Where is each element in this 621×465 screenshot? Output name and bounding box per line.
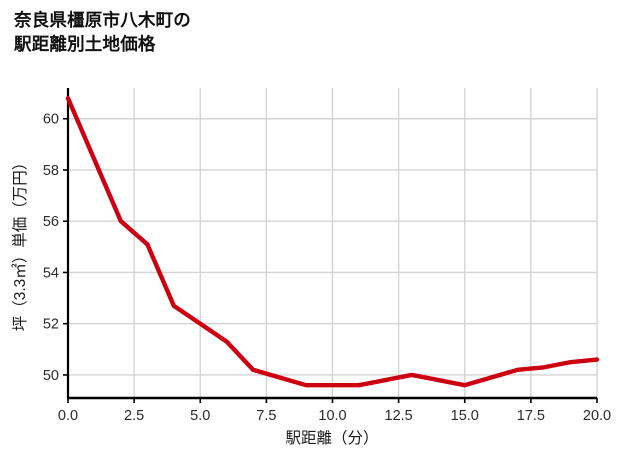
x-tick-label: 0.0 [58, 408, 78, 424]
y-axis-title: 坪（3.3㎡）単価（万円） [11, 155, 29, 332]
x-tick-label: 15.0 [451, 408, 479, 424]
y-tick-label: 60 [43, 112, 59, 128]
x-tick-labels: 0.0 2.5 5.0 7.5 10.0 12.5 15.0 17.5 20.0 [58, 408, 611, 424]
y-tick-label: 58 [43, 163, 59, 179]
x-tick-label: 2.5 [124, 408, 144, 424]
x-tick-label: 12.5 [385, 408, 413, 424]
y-tick-labels: 50 52 54 56 58 60 [43, 112, 59, 384]
y-tick-label: 52 [43, 317, 59, 333]
y-tick-marks [63, 117, 68, 376]
y-tick-label: 56 [43, 214, 59, 230]
x-tick-label: 10.0 [318, 408, 346, 424]
y-tick-label: 54 [43, 265, 59, 281]
gridlines-group [68, 88, 598, 398]
page-title: 奈良県橿原市八木町の 駅距離別土地価格 [14, 10, 191, 55]
x-axis-title: 駅距離（分） [285, 429, 378, 447]
x-tick-label: 7.5 [256, 408, 276, 424]
x-tick-marks [67, 398, 598, 403]
x-tick-label: 5.0 [190, 408, 210, 424]
data-series-line [65, 96, 600, 388]
y-tick-label: 50 [43, 368, 59, 384]
x-tick-label: 17.5 [517, 408, 545, 424]
x-tick-label: 20.0 [583, 408, 611, 424]
